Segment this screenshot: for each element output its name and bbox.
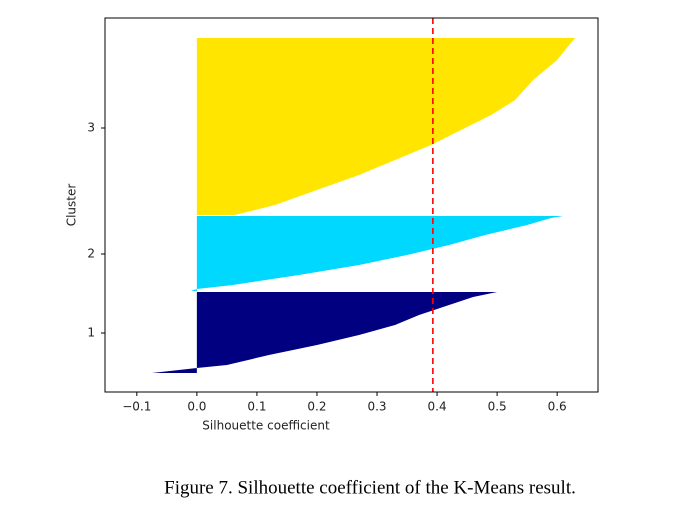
plot-frame [104,17,599,393]
y-axis-label: Cluster [65,184,79,227]
y-tick-label: 3 [87,121,95,135]
x-tick-label: 0.3 [367,400,386,414]
silhouette-area [151,292,498,373]
y-tick-label: 1 [87,326,95,340]
x-tick-label: −0.1 [122,400,151,414]
x-axis-label: Silhouette coefficient [202,419,330,433]
y-tick-label: 2 [87,247,95,261]
x-tick-label: 0.2 [307,400,326,414]
x-tick-label: 0.1 [247,400,266,414]
x-tick-label: 0.5 [488,400,507,414]
figure-caption: Figure 7. Silhouette coefficient of the … [164,477,576,498]
x-tick-label: 0.4 [428,400,447,414]
x-tick-label: 0.6 [548,400,567,414]
x-tick-label: 0.0 [187,400,206,414]
silhouette-area [196,38,576,215]
silhouette-area [190,216,564,291]
